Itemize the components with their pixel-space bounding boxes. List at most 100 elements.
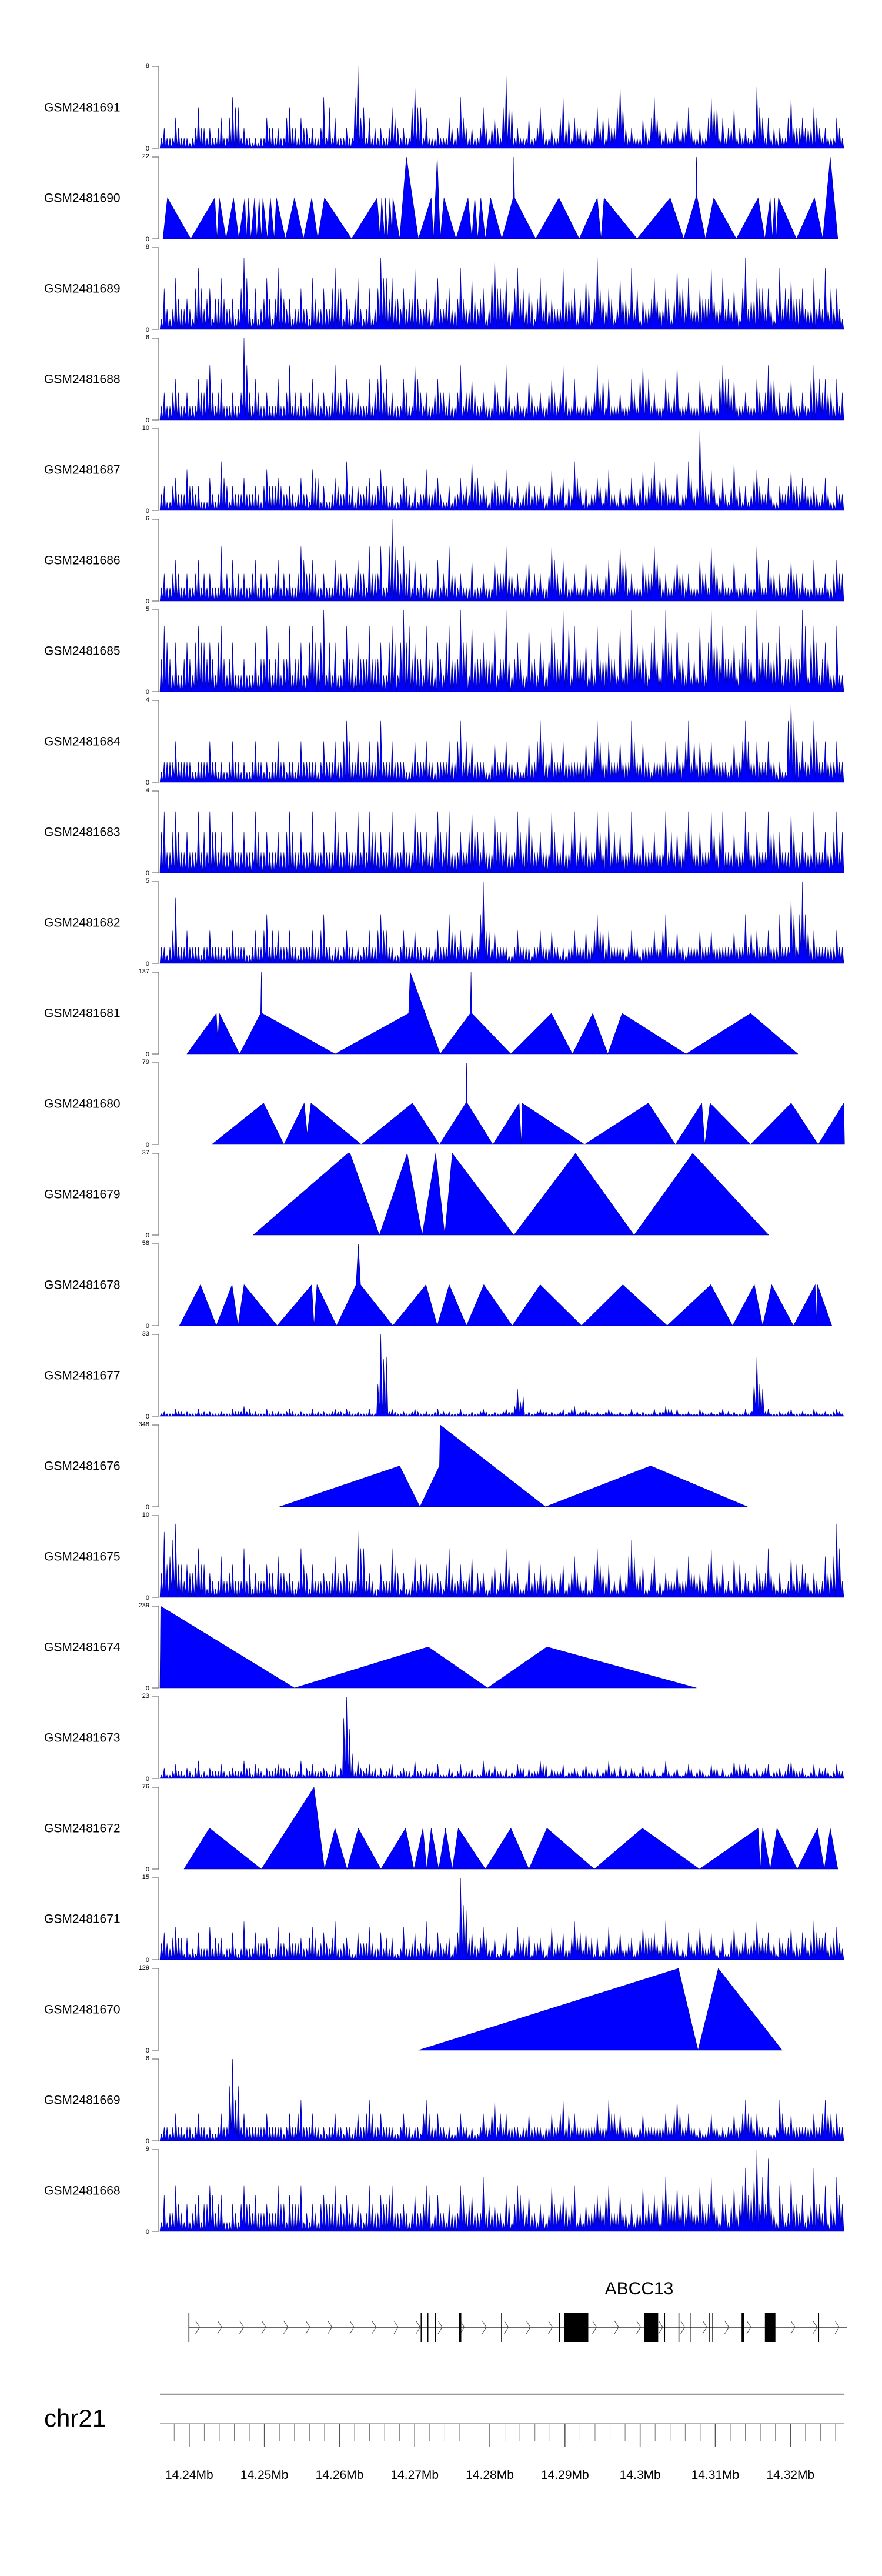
track-label: GSM2481674 <box>44 1641 121 1654</box>
track-label: GSM2481668 <box>44 2184 121 2198</box>
track-label: GSM2481689 <box>44 282 121 296</box>
track-GSM2481679: GSM2481679 37 0 <box>44 1149 769 1239</box>
track-label: GSM2481682 <box>44 916 121 930</box>
coverage-area <box>159 1877 844 1960</box>
tick-label: 14.24Mb <box>165 2468 213 2482</box>
strand-arrow-icon <box>328 2320 333 2334</box>
exon <box>712 2313 713 2342</box>
y-tick-label-max: 8 <box>146 62 149 69</box>
track-GSM2481675: GSM2481675 10 0 <box>44 1511 844 1601</box>
strand-arrow-icon <box>437 2320 443 2334</box>
y-tick-label-max: 33 <box>142 1330 149 1337</box>
y-tick-label-max: 6 <box>146 2055 149 2062</box>
strand-arrow-icon <box>261 2320 266 2334</box>
y-tick-label-max: 4 <box>146 696 149 703</box>
y-tick-label-max: 10 <box>142 1511 149 1519</box>
track-label: GSM2481673 <box>44 1731 121 1745</box>
coverage-area <box>159 1606 697 1689</box>
strand-arrow-icon <box>482 2320 487 2334</box>
strand-arrow-icon <box>349 2320 355 2334</box>
strand-arrow-icon <box>592 2320 597 2334</box>
y-tick-label-max: 129 <box>139 1964 149 1971</box>
chromosome-label: chr21 <box>44 2404 106 2432</box>
strand-arrow-icon <box>283 2320 289 2334</box>
tick-label: 14.26Mb <box>316 2468 364 2482</box>
track-label: GSM2481687 <box>44 463 121 477</box>
y-tick-label-max: 58 <box>142 1240 149 1247</box>
tick-label: 14.27Mb <box>390 2468 439 2482</box>
coverage-area <box>159 1334 844 1417</box>
gene-label: ABCC13 <box>605 2279 674 2298</box>
y-tick-label-min: 0 <box>146 417 149 424</box>
track-GSM2481672: GSM2481672 76 0 <box>44 1783 838 1873</box>
y-tick-label-min: 0 <box>146 779 149 786</box>
coverage-area <box>212 1062 845 1145</box>
track-label: GSM2481681 <box>44 1007 121 1020</box>
exon <box>664 2313 666 2342</box>
track-label: GSM2481683 <box>44 826 121 839</box>
exon <box>559 2313 560 2342</box>
exon <box>764 2313 776 2342</box>
strand-arrow-icon <box>195 2320 201 2334</box>
exon <box>690 2313 691 2342</box>
coverage-area <box>179 1243 833 1327</box>
y-tick-label-min: 0 <box>146 1957 149 1964</box>
track-label: GSM2481670 <box>44 2003 121 2017</box>
genome-axis: chr21 14.24Mb 14.25Mb 14.26Mb 14.27Mb 14.28M… <box>44 2393 844 2482</box>
strand-arrow-icon <box>813 2320 818 2334</box>
y-tick-label-min: 0 <box>146 1776 149 1783</box>
strand-arrow-icon <box>416 2320 421 2334</box>
track-GSM2481668: GSM2481668 9 0 <box>44 2145 844 2235</box>
coverage-area <box>159 609 844 692</box>
track-label: GSM2481686 <box>44 554 121 568</box>
track-label: GSM2481678 <box>44 1279 121 1292</box>
coverage-area <box>186 972 799 1055</box>
track-GSM2481685: GSM2481685 5 0 <box>44 606 844 696</box>
track-label: GSM2481669 <box>44 2094 121 2107</box>
y-tick-label-max: 5 <box>146 606 149 613</box>
y-tick-label-max: 5 <box>146 877 149 885</box>
coverage-area <box>159 2058 844 2141</box>
tick-label: 14.3Mb <box>620 2468 661 2482</box>
y-tick-label-min: 0 <box>146 1685 149 1692</box>
track-GSM2481669: GSM2481669 6 0 <box>44 2055 844 2145</box>
track-label: GSM2481679 <box>44 1188 121 1202</box>
strand-arrow-icon <box>305 2320 310 2334</box>
strand-arrow-icon <box>460 2320 465 2334</box>
track-GSM2481674: GSM2481674 239 0 <box>44 1602 697 1692</box>
y-tick-label-min: 0 <box>146 1142 149 1149</box>
y-tick-label-max: 15 <box>142 1874 149 1881</box>
y-tick-label-min: 0 <box>146 1413 149 1420</box>
y-tick-label-min: 0 <box>146 2138 149 2145</box>
y-tick-label-min: 0 <box>146 326 149 333</box>
track-GSM2481684: GSM2481684 4 0 <box>44 696 844 786</box>
coverage-area <box>159 1523 844 1598</box>
coverage-area <box>159 1696 844 1780</box>
coverage-area <box>159 66 844 149</box>
strand-arrow-icon <box>372 2320 377 2334</box>
strand-arrow-icon <box>702 2320 707 2334</box>
coverage-area <box>159 338 844 421</box>
y-tick-label-max: 37 <box>142 1149 149 1156</box>
y-tick-label-min: 0 <box>146 1323 149 1330</box>
exon <box>427 2313 429 2342</box>
track-GSM2481687: GSM2481687 10 0 <box>44 425 844 515</box>
gene-track: ABCC13 <box>188 2279 847 2342</box>
exon <box>709 2313 710 2342</box>
strand-arrow-icon <box>636 2320 642 2334</box>
track-GSM2481671: GSM2481671 15 0 <box>44 1874 844 1964</box>
y-tick-label-min: 0 <box>146 2047 149 2054</box>
coverage-area <box>159 2149 844 2232</box>
tick-label: 14.29Mb <box>541 2468 589 2482</box>
track-label: GSM2481680 <box>44 1097 121 1111</box>
track-GSM2481683: GSM2481683 4 0 <box>44 787 844 877</box>
coverage-area <box>183 1787 838 1870</box>
y-tick-label-max: 23 <box>142 1693 149 1700</box>
y-tick-label-min: 0 <box>146 598 149 605</box>
y-tick-label-min: 0 <box>146 1594 149 1601</box>
y-tick-label-max: 76 <box>142 1783 149 1790</box>
track-GSM2481690: GSM2481690 22 0 <box>44 153 838 243</box>
strand-arrow-icon <box>614 2320 619 2334</box>
track-GSM2481689: GSM2481689 8 0 <box>44 243 844 333</box>
